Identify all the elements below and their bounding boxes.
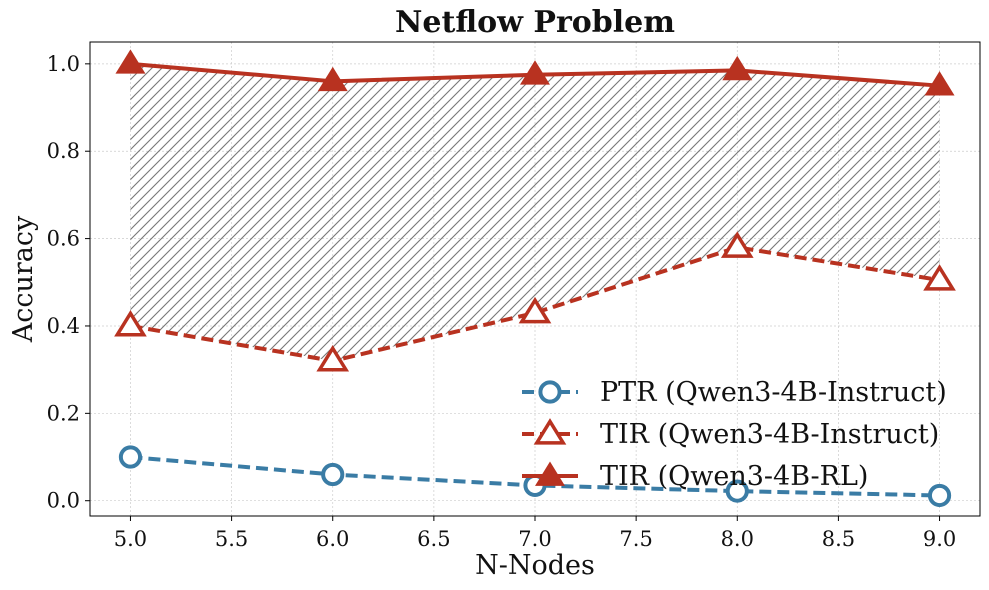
x-tick-label: 8.0 xyxy=(721,527,754,551)
legend-entry-0: PTR (Qwen3-4B-Instruct) xyxy=(522,377,947,408)
legend-label: PTR (Qwen3-4B-Instruct) xyxy=(600,377,947,408)
series-line xyxy=(130,245,940,363)
x-tick-label: 6.0 xyxy=(316,527,349,551)
x-tick-label: 8.5 xyxy=(822,527,855,551)
x-tick-label: 5.5 xyxy=(215,527,248,551)
y-tick-label: 0.8 xyxy=(47,139,80,163)
y-tick-label: 0.0 xyxy=(47,489,80,513)
data-point xyxy=(720,231,754,258)
legend-label: TIR (Qwen3-4B-RL) xyxy=(600,461,868,492)
series-2 xyxy=(115,49,955,96)
data-point xyxy=(722,55,753,81)
x-axis-ticks: 5.0 5.5 6.0 6.5 7.0 7.5 8.0 8.5 9.0 xyxy=(114,516,956,551)
x-tick-label: 5.0 xyxy=(114,527,147,551)
data-point xyxy=(316,344,350,372)
legend-entry-2: TIR (Qwen3-4B-RL) xyxy=(522,461,868,492)
y-tick-label: 1.0 xyxy=(47,52,80,76)
data-point xyxy=(115,49,146,74)
x-tick-label: 9.0 xyxy=(923,527,956,551)
data-point xyxy=(317,66,348,92)
x-axis-label: N-Nodes xyxy=(475,550,595,581)
data-point xyxy=(114,310,147,337)
data-point xyxy=(321,462,345,487)
data-point xyxy=(924,71,955,96)
legend-marker xyxy=(533,418,567,445)
series-layer xyxy=(114,49,956,508)
y-tick-label: 0.2 xyxy=(47,401,80,425)
data-point xyxy=(927,483,952,508)
y-tick-label: 0.4 xyxy=(47,314,80,338)
legend: PTR (Qwen3-4B-Instruct) TIR (Qwen3-4B-Ins… xyxy=(522,377,947,492)
legend-marker xyxy=(535,461,565,486)
data-point xyxy=(725,479,749,503)
series-1 xyxy=(114,231,956,372)
legend-label: TIR (Qwen3-4B-Instruct) xyxy=(600,419,939,450)
data-point xyxy=(520,60,550,85)
x-tick-label: 6.5 xyxy=(417,527,450,551)
legend-entry-1: TIR (Qwen3-4B-Instruct) xyxy=(522,418,939,450)
data-point xyxy=(518,296,552,324)
hatched-area xyxy=(130,63,940,361)
hatched-gap-area xyxy=(130,63,940,361)
legend-marker xyxy=(538,380,562,404)
data-point xyxy=(118,445,143,469)
series-0 xyxy=(118,445,952,508)
y-tick-label: 0.6 xyxy=(47,227,80,251)
data-point xyxy=(923,264,956,291)
y-axis-ticks: 0.0 0.2 0.4 0.6 0.8 1.0 xyxy=(47,52,90,513)
x-tick-label: 7.5 xyxy=(619,527,652,551)
x-tick-label: 7.0 xyxy=(518,527,551,551)
y-axis-label: Accuracy xyxy=(8,215,39,343)
chart-title: Netflow Problem xyxy=(395,5,675,40)
